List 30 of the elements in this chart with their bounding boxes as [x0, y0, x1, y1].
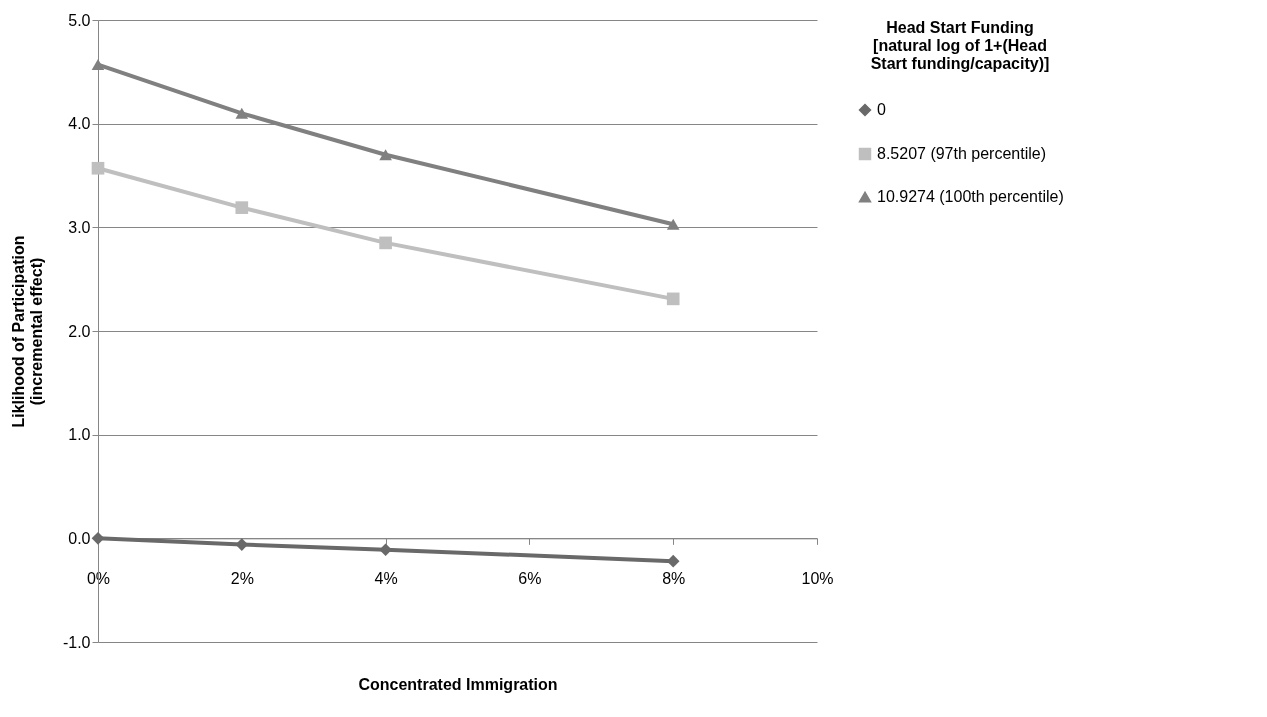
x-tick-label: 8% — [662, 569, 686, 587]
legend-label: 0 — [877, 101, 886, 118]
y-tick-label: 0.0 — [68, 529, 91, 547]
y-tick-label: -1.0 — [62, 633, 91, 651]
y-tick-label: 4.0 — [68, 115, 91, 133]
point — [91, 532, 105, 545]
x-tick-label: 2% — [230, 569, 254, 587]
y-tick-label: 2.0 — [68, 322, 91, 340]
point — [379, 236, 392, 250]
x-tick-label: 0% — [86, 569, 111, 587]
point — [91, 161, 105, 175]
y-axis-title: Liklihood of Participation (incremental effect) — [9, 235, 45, 428]
x-tick-label: 6% — [518, 569, 542, 587]
y-tick-label: 3.0 — [68, 218, 91, 236]
point — [666, 218, 680, 230]
x-tick-label: 4% — [374, 569, 398, 587]
legend-label: 8.5207 (97th percentile) — [877, 145, 1046, 162]
point — [666, 292, 680, 306]
point — [91, 59, 105, 71]
point — [235, 538, 249, 551]
legend-label: 10.9274 (100th percentile) — [877, 188, 1064, 205]
point — [666, 554, 680, 568]
x-axis-title: Concentrated Immigration — [358, 675, 558, 693]
y-tick-label: 1.0 — [68, 426, 91, 444]
point — [235, 107, 249, 119]
y-tick-label: 5.0 — [68, 11, 91, 29]
legend-title: Head Start Funding [natural log of 1+(Head Start funding/capacity)] — [870, 19, 1050, 72]
point — [379, 543, 392, 557]
point — [235, 201, 249, 214]
x-tick-label: 10% — [801, 569, 834, 587]
